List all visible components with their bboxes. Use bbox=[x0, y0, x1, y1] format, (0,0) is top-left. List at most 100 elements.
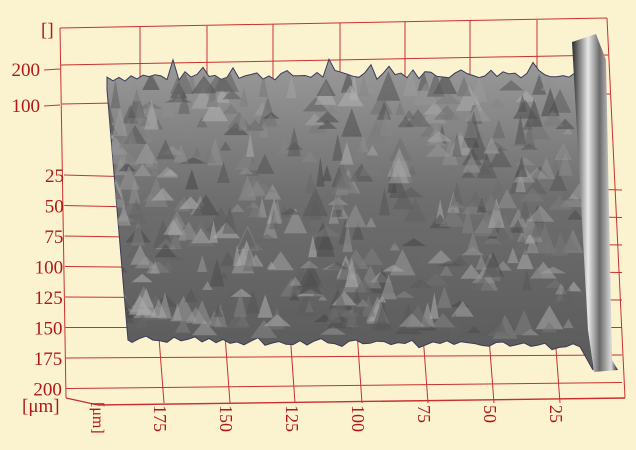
surface-peak bbox=[216, 162, 231, 183]
surface-peak bbox=[245, 289, 260, 314]
z-axis-ticks: 200 100 bbox=[12, 60, 61, 117]
surface-peak bbox=[516, 248, 534, 270]
surface-peak bbox=[258, 120, 270, 138]
surface-peak bbox=[341, 108, 363, 137]
surface-peak bbox=[489, 98, 506, 108]
back-wall-right-edge bbox=[606, 17, 626, 399]
surface-peak bbox=[388, 137, 412, 161]
surface-peak bbox=[398, 313, 425, 327]
surface-peak bbox=[511, 219, 525, 233]
surface-peak bbox=[427, 250, 455, 264]
surface-peak bbox=[423, 273, 450, 286]
surface-peak bbox=[492, 179, 505, 195]
surface-peak bbox=[520, 143, 539, 150]
surface-peak bbox=[456, 76, 472, 97]
surface-peak bbox=[492, 310, 506, 333]
y-tick-label: 125 bbox=[34, 288, 63, 309]
surface-peak bbox=[232, 244, 242, 266]
surface-peak bbox=[172, 302, 182, 321]
surface-peak bbox=[392, 188, 415, 210]
surface-peak bbox=[359, 146, 383, 176]
surface-peak bbox=[379, 108, 394, 137]
surface-peak bbox=[352, 289, 362, 303]
surface-peak bbox=[116, 204, 131, 226]
surface-peak bbox=[121, 104, 139, 124]
surface-peak bbox=[316, 156, 325, 187]
surface-peak bbox=[558, 152, 573, 176]
surface-peak bbox=[134, 256, 158, 269]
surface-peak bbox=[272, 198, 283, 223]
surface-peak bbox=[344, 204, 367, 228]
back-wall-gridline bbox=[60, 54, 609, 66]
surface-peak bbox=[222, 89, 242, 100]
surface-peak bbox=[109, 308, 125, 337]
surface-peak bbox=[344, 257, 359, 288]
surface-peak bbox=[202, 148, 217, 163]
surface-peak bbox=[187, 66, 196, 91]
z-tick-label: 200 bbox=[12, 60, 41, 81]
surface-peak bbox=[258, 73, 268, 97]
surface-peak bbox=[133, 96, 146, 125]
surface-peak bbox=[533, 223, 557, 254]
surface-peak bbox=[509, 208, 528, 228]
y-tick-label: 75 bbox=[44, 227, 63, 248]
surface-peak bbox=[239, 87, 249, 107]
x-axis-ticks: 175 150 125 100 75 50 25 bbox=[150, 405, 566, 432]
surface-peak bbox=[118, 165, 140, 190]
surface-peak bbox=[343, 249, 369, 269]
surface-peak bbox=[322, 106, 341, 114]
x-tick-label: 125 bbox=[282, 405, 302, 432]
surface-peak bbox=[131, 273, 153, 283]
surface-peak bbox=[151, 187, 175, 201]
surface-peak bbox=[280, 207, 301, 215]
surface-peak bbox=[515, 90, 537, 102]
z-tick-mark bbox=[43, 68, 61, 71]
surface-peak bbox=[254, 234, 280, 242]
surface-peak bbox=[163, 219, 184, 235]
surface-peak bbox=[320, 273, 346, 286]
surface-peak bbox=[541, 321, 558, 333]
surface-peak bbox=[283, 208, 308, 234]
surface-peak bbox=[351, 220, 364, 240]
floor-gridline-row bbox=[65, 354, 623, 359]
surface-peak bbox=[387, 230, 403, 245]
surface-peak bbox=[238, 104, 247, 131]
surface-peak bbox=[461, 168, 476, 178]
x-tick-label: 175 bbox=[150, 405, 170, 432]
surface-peak bbox=[192, 320, 218, 336]
surface-peak bbox=[365, 217, 377, 228]
surface-peak bbox=[131, 218, 145, 246]
y-tick-label: 100 bbox=[35, 258, 64, 279]
surface-peak bbox=[366, 145, 379, 156]
surface-peak bbox=[350, 309, 373, 334]
surface-peak bbox=[250, 319, 278, 338]
surface-peak bbox=[266, 261, 277, 269]
y-tick-label: 50 bbox=[45, 197, 64, 218]
surface-peak bbox=[418, 274, 428, 299]
surface-peak bbox=[247, 180, 267, 196]
surface-peak bbox=[226, 111, 253, 129]
surface-peak bbox=[128, 294, 152, 315]
x-tick-label: 150 bbox=[216, 405, 236, 432]
surface-peak bbox=[474, 210, 499, 237]
surface-peak bbox=[125, 81, 144, 102]
surface-peak bbox=[389, 241, 400, 251]
surface-peak bbox=[555, 118, 575, 130]
surface-peak bbox=[222, 205, 237, 234]
surface-peak bbox=[403, 198, 427, 222]
surface-peak bbox=[526, 233, 539, 254]
surface-peak bbox=[436, 286, 452, 308]
floor-gridline-row bbox=[66, 382, 623, 389]
surface-peak bbox=[219, 141, 232, 151]
y-axis-ticks: 25 50 75 100 125 150 175 200 bbox=[33, 166, 64, 401]
surface-peak bbox=[466, 232, 480, 252]
surface-peak bbox=[463, 116, 478, 139]
surface-peak bbox=[531, 266, 543, 279]
surface-peak bbox=[452, 131, 462, 157]
surface-peak bbox=[498, 80, 524, 91]
surface-peak bbox=[438, 208, 467, 227]
surface-peak bbox=[237, 227, 258, 250]
surface-peak bbox=[201, 98, 229, 122]
surface-peak bbox=[331, 185, 344, 210]
